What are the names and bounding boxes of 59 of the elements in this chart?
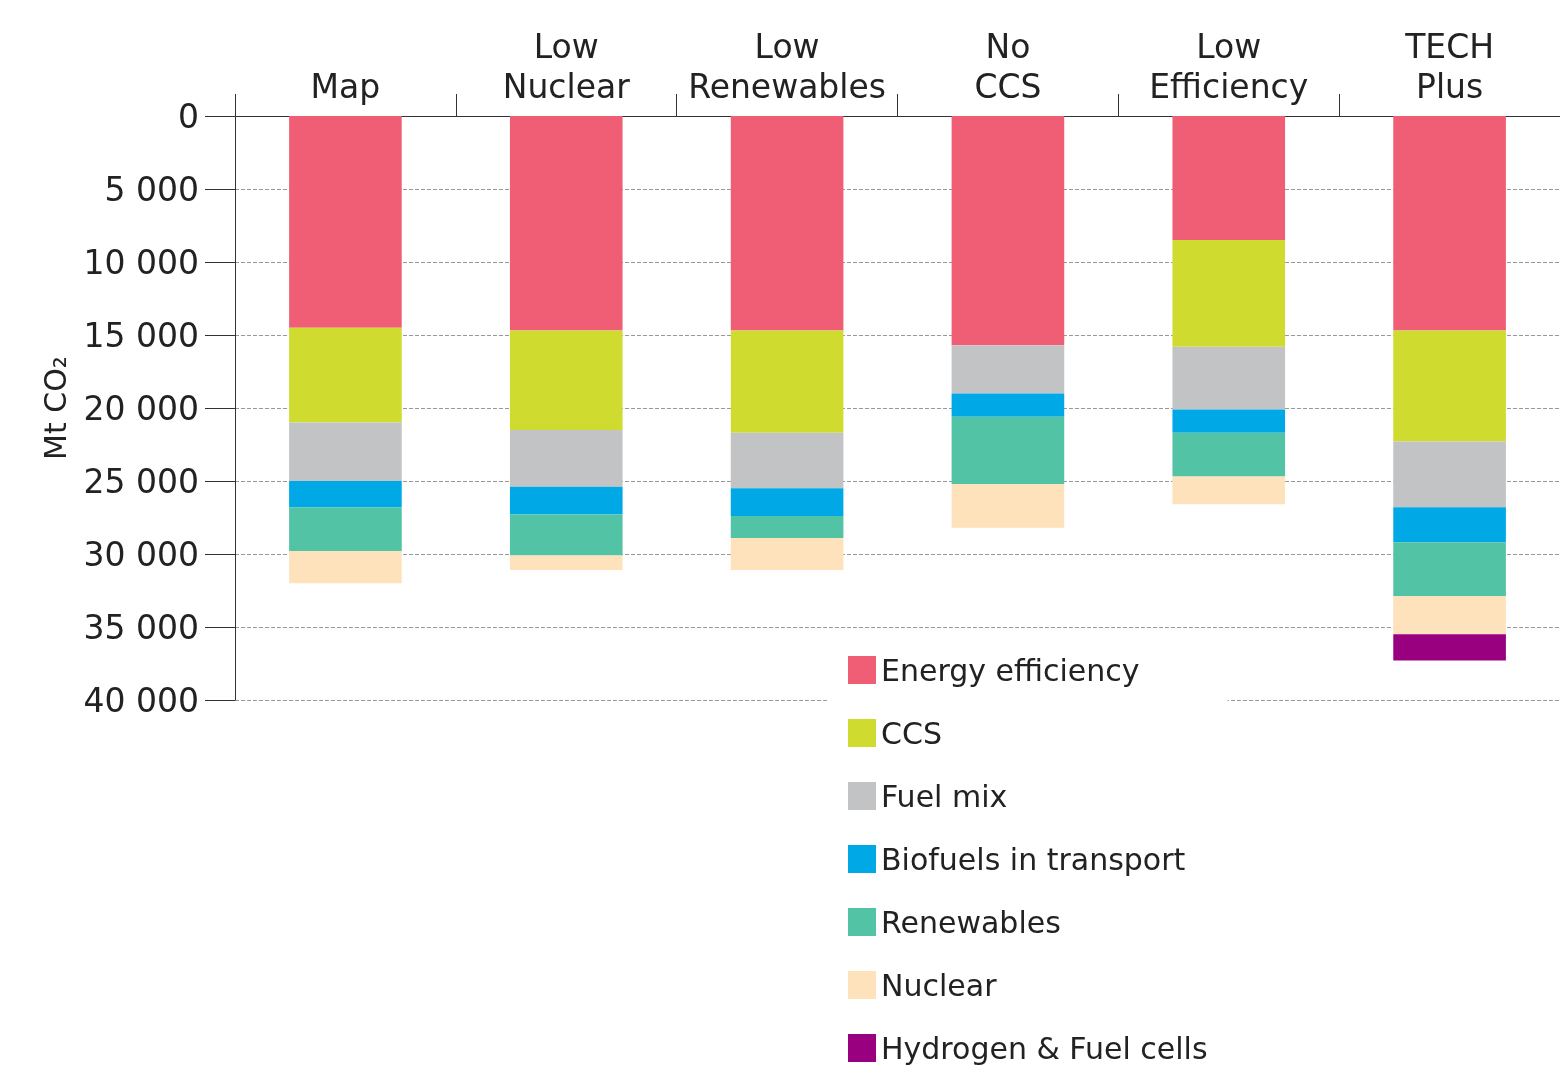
bar: [1393, 507, 1506, 543]
bar: [730, 432, 844, 489]
bar: [1172, 476, 1286, 505]
y-axis-title: Mt CO₂: [37, 356, 73, 460]
y-tick-label: 20 000: [83, 388, 199, 428]
y-tick-label: 5 000: [104, 169, 199, 209]
bar: [509, 116, 623, 331]
bar: [509, 514, 623, 556]
bar: [1393, 116, 1506, 331]
x-tick-label: TECH Plus: [1404, 26, 1495, 106]
bar: [289, 327, 402, 423]
bar: [509, 330, 623, 430]
legend-label: Hydrogen & Fuel cells: [881, 1030, 1208, 1066]
y-tick-label: 40 000: [83, 680, 199, 720]
y-tick-label: 25 000: [83, 461, 199, 501]
x-tick-label: Map: [310, 66, 381, 106]
bar: [951, 483, 1065, 528]
y-tick-label: 35 000: [83, 607, 199, 647]
bar: [951, 345, 1065, 394]
bar: [730, 116, 844, 331]
x-tick-label: Low Renewables: [688, 26, 886, 106]
y-tick-label: 30 000: [83, 534, 199, 574]
y-tick-label: 0: [178, 96, 199, 136]
y-tick-label: 15 000: [83, 315, 199, 355]
x-tick-label: No CCS: [974, 26, 1042, 106]
bar: [951, 393, 1065, 417]
bar: [289, 507, 402, 552]
legend-label: Energy efficiency: [881, 652, 1140, 688]
bar: [509, 429, 623, 487]
legend-label: Fuel mix: [881, 778, 1008, 814]
bar: [509, 486, 623, 515]
bar: [1172, 432, 1286, 477]
bar: [1393, 596, 1506, 635]
legend-label: Nuclear: [881, 967, 998, 1003]
y-tick-label: 10 000: [83, 242, 199, 282]
legend-label: Biofuels in transport: [881, 841, 1186, 877]
bar: [1172, 116, 1286, 241]
bar: [289, 422, 402, 481]
bar: [1393, 634, 1506, 661]
bar: [730, 488, 844, 517]
legend-label: CCS: [881, 715, 942, 751]
bar: [951, 416, 1065, 484]
bar: [1172, 346, 1286, 410]
bar: [730, 516, 844, 538]
bar: [289, 116, 402, 328]
bar: [730, 330, 844, 433]
bar: [509, 555, 623, 571]
bar: [951, 116, 1065, 346]
bar: [1393, 542, 1506, 597]
bar: [1172, 409, 1286, 433]
bar: [289, 551, 402, 584]
bar: [730, 537, 844, 571]
x-tick-label: Low Efficiency: [1149, 26, 1309, 106]
legend-label: Renewables: [881, 904, 1061, 940]
bar: [1393, 441, 1506, 508]
x-tick-label: Low Nuclear: [502, 26, 631, 106]
bar: [289, 481, 402, 508]
bar: [1393, 330, 1506, 442]
bar: [1172, 240, 1286, 347]
